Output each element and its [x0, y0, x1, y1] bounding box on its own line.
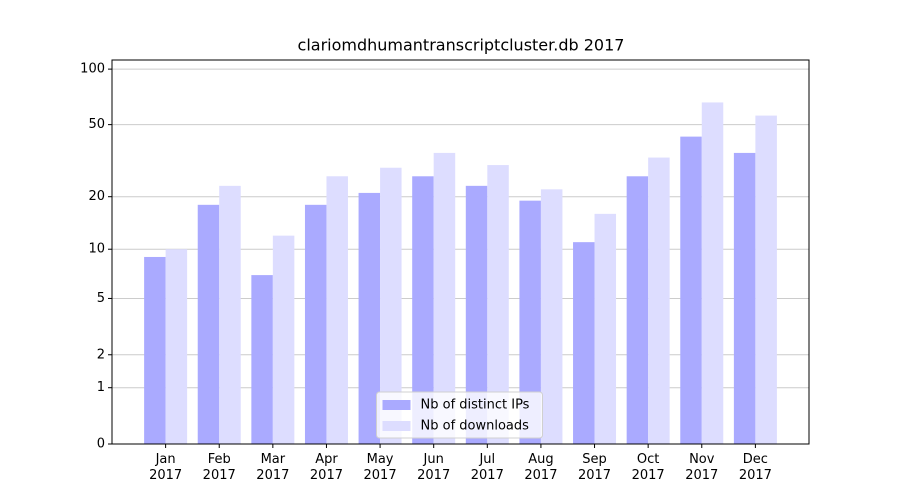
x-tick-label: Aug 2017 — [524, 452, 558, 483]
x-tick-label: Jul 2017 — [470, 452, 504, 483]
legend-swatch — [382, 421, 411, 431]
bar — [733, 152, 756, 444]
bar — [380, 167, 402, 444]
bar — [573, 242, 595, 444]
bar — [701, 102, 724, 445]
x-tick-label: Feb 2017 — [202, 452, 236, 483]
bar — [648, 157, 670, 445]
y-tick-label: 0 — [97, 437, 105, 452]
y-tick-label: 50 — [88, 117, 105, 132]
bar — [412, 176, 434, 445]
legend-label: Nb of downloads — [421, 419, 530, 434]
x-tick-label: Dec 2017 — [738, 452, 772, 483]
bar — [358, 192, 381, 444]
bar — [197, 204, 220, 444]
bar — [144, 256, 166, 444]
x-tick-label: Mar 2017 — [256, 452, 290, 483]
bar — [165, 249, 188, 444]
chart-title: clariomdhumantranscriptcluster.db 2017 — [298, 36, 625, 55]
bar — [219, 185, 241, 444]
y-tick-label: 2 — [97, 347, 105, 362]
bar — [680, 136, 702, 444]
x-tick-label: Sep 2017 — [577, 452, 612, 483]
x-tick-label: Apr 2017 — [309, 452, 343, 483]
legend-box — [376, 391, 543, 439]
bar — [626, 176, 649, 445]
y-tick-label: 10 — [88, 242, 105, 257]
bar — [540, 189, 563, 444]
bar — [594, 213, 617, 444]
bar — [272, 235, 295, 444]
y-tick-label: 5 — [97, 291, 105, 306]
x-tick-label: Oct 2017 — [631, 452, 665, 483]
x-tick-label: May 2017 — [363, 452, 397, 483]
x-tick-label: Jan 2017 — [149, 452, 183, 483]
y-tick-label: 20 — [88, 189, 105, 204]
y-tick-label: 100 — [80, 62, 105, 77]
bar — [487, 165, 509, 444]
legend-swatch — [382, 400, 411, 410]
y-tick-label: 1 — [97, 380, 105, 395]
bar — [326, 176, 348, 445]
x-tick-label: Nov 2017 — [685, 452, 719, 483]
bar — [519, 200, 541, 444]
bar — [251, 275, 273, 444]
plot-frame — [111, 59, 810, 445]
x-tick-label: Jun 2017 — [417, 452, 451, 483]
bar — [465, 185, 488, 444]
legend-label: Nb of distinct IPs — [421, 398, 530, 413]
bar — [755, 115, 777, 444]
bar — [433, 152, 456, 444]
bar — [304, 204, 327, 444]
